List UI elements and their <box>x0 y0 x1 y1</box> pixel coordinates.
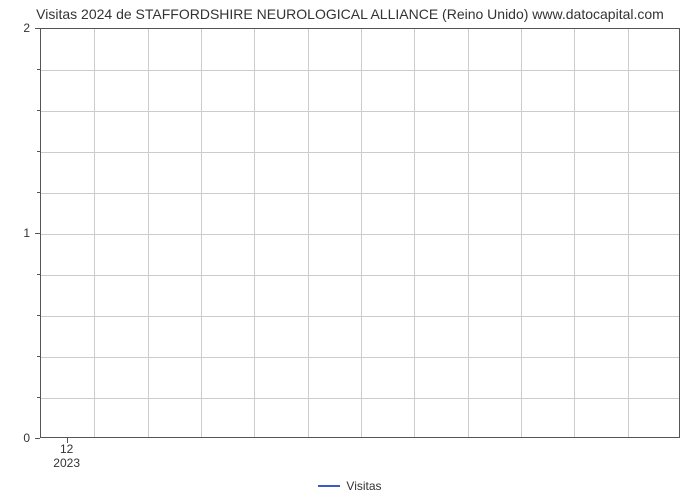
y-tick-label: 0 <box>0 431 30 445</box>
gridline-horizontal <box>41 193 679 194</box>
y-tick-label: 1 <box>0 226 30 240</box>
y-minor-tick-mark <box>37 151 40 152</box>
gridline-horizontal <box>41 152 679 153</box>
y-tick-mark <box>35 28 40 29</box>
y-tick-mark <box>35 438 40 439</box>
y-tick-mark <box>35 233 40 234</box>
gridline-horizontal <box>41 275 679 276</box>
y-tick-label: 2 <box>0 21 30 35</box>
y-minor-tick-mark <box>37 69 40 70</box>
gridline-vertical <box>308 29 309 437</box>
y-minor-tick-mark <box>37 397 40 398</box>
gridline-vertical <box>148 29 149 437</box>
y-minor-tick-mark <box>37 274 40 275</box>
legend-line <box>318 485 340 487</box>
y-minor-tick-mark <box>37 110 40 111</box>
gridline-horizontal <box>41 316 679 317</box>
gridline-horizontal <box>41 70 679 71</box>
gridline-horizontal <box>41 398 679 399</box>
gridline-vertical <box>201 29 202 437</box>
gridline-vertical <box>254 29 255 437</box>
x-tick-label: 12 <box>60 442 73 456</box>
gridline-vertical <box>414 29 415 437</box>
y-minor-tick-mark <box>37 356 40 357</box>
gridline-horizontal <box>41 111 679 112</box>
gridline-vertical <box>94 29 95 437</box>
x-sub-label: 2023 <box>53 456 80 470</box>
gridline-vertical <box>361 29 362 437</box>
gridline-vertical <box>628 29 629 437</box>
gridline-vertical <box>574 29 575 437</box>
gridline-horizontal <box>41 357 679 358</box>
gridline-vertical <box>521 29 522 437</box>
plot-area <box>40 28 680 438</box>
x-tick-mark <box>67 438 68 443</box>
y-minor-tick-mark <box>37 192 40 193</box>
y-minor-tick-mark <box>37 315 40 316</box>
legend: Visitas <box>0 478 700 493</box>
legend-label: Visitas <box>346 479 381 493</box>
gridline-vertical <box>468 29 469 437</box>
gridline-horizontal <box>41 234 679 235</box>
chart-title: Visitas 2024 de STAFFORDSHIRE NEUROLOGIC… <box>0 6 700 22</box>
